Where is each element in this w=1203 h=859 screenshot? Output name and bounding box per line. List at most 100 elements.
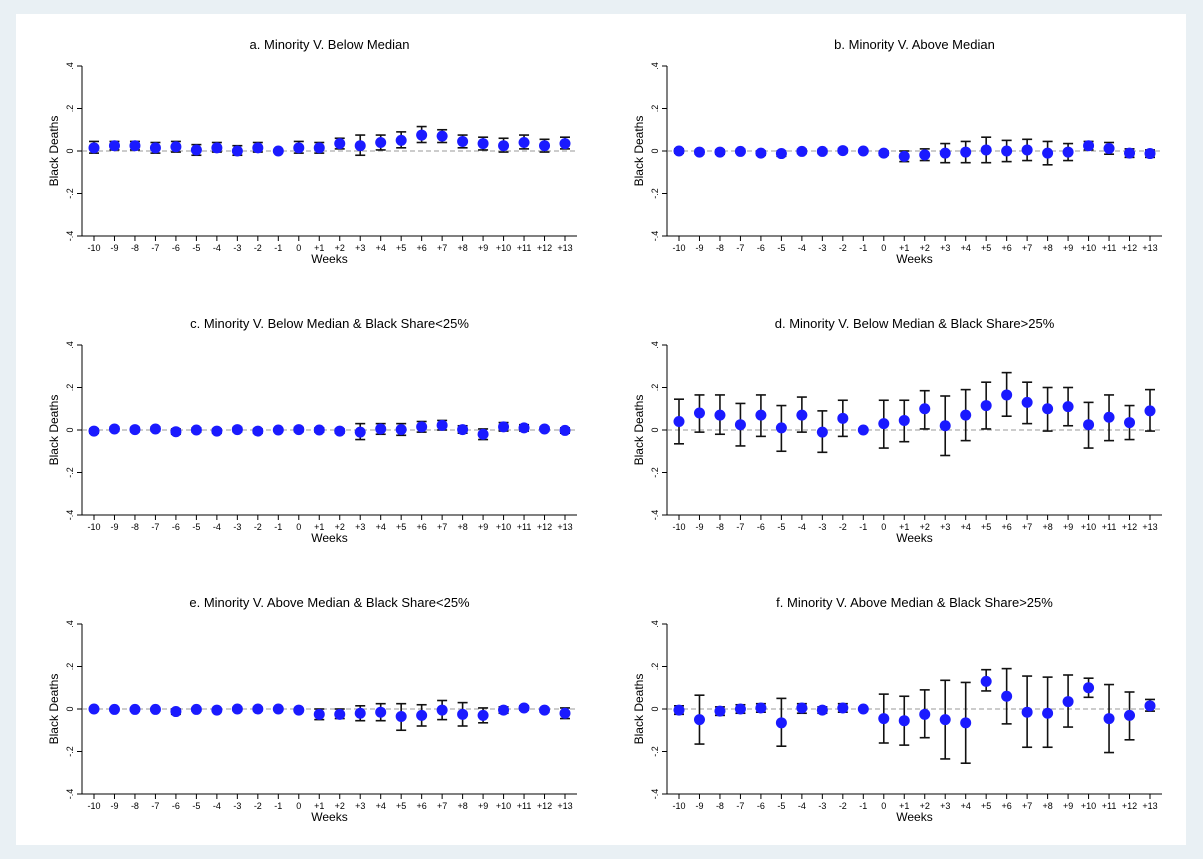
x-tick-label: +3: [355, 522, 365, 532]
data-point: [1042, 147, 1054, 159]
x-tick-label: -2: [254, 522, 262, 532]
x-tick-label: +5: [981, 243, 991, 253]
x-tick-label: -8: [131, 801, 139, 811]
x-tick-label: -5: [192, 522, 200, 532]
data-point: [170, 141, 182, 153]
data-point: [354, 140, 366, 152]
panel-b: b. Minority V. Above Median -.4 -.2 0 .2 .4 Bl…: [632, 37, 1162, 266]
x-tick-label: -4: [798, 243, 806, 253]
data-point: [559, 707, 571, 719]
y-axis-title: Black Deaths: [632, 674, 646, 745]
y-tick-label: .4: [650, 62, 660, 70]
x-tick-label: -8: [716, 522, 724, 532]
panel-e: e. Minority V. Above Median & Black Shar…: [47, 595, 577, 824]
data-point: [1083, 419, 1095, 431]
x-tick-label: -10: [87, 243, 100, 253]
data-point: [211, 425, 223, 437]
data-point: [457, 708, 469, 720]
x-axis-title: Weeks: [896, 252, 932, 266]
x-tick-label: +9: [478, 801, 488, 811]
x-tick-label: +8: [457, 801, 467, 811]
x-tick-label: -3: [233, 801, 241, 811]
data-point: [714, 705, 726, 717]
data-point: [88, 703, 100, 715]
data-point: [714, 146, 726, 158]
x-tick-label: +6: [417, 522, 427, 532]
x-tick-label: +8: [457, 522, 467, 532]
data-point: [673, 416, 685, 427]
data-point: [416, 709, 428, 721]
data-point: [375, 706, 387, 718]
data-point: [1001, 690, 1013, 702]
x-tick-label: -6: [172, 243, 180, 253]
data-point: [857, 703, 869, 715]
y-tick-label: 0: [650, 427, 660, 432]
data-point: [1021, 144, 1033, 156]
x-tick-label: -7: [736, 522, 744, 532]
x-tick-label: +8: [1042, 243, 1052, 253]
x-tick-label: -8: [131, 522, 139, 532]
data-point: [231, 145, 243, 157]
data-point: [980, 675, 992, 687]
x-tick-label: -7: [736, 801, 744, 811]
data-point: [539, 423, 551, 435]
y-tick-label: 0: [65, 148, 75, 153]
data-point: [477, 428, 489, 440]
x-tick-label: -7: [736, 243, 744, 253]
data-point: [190, 144, 202, 156]
x-tick-label: +13: [1142, 243, 1157, 253]
data-point: [734, 703, 746, 715]
x-tick-label: +13: [557, 522, 572, 532]
data-point: [775, 717, 787, 729]
data-point: [559, 424, 571, 436]
data-point: [559, 138, 571, 150]
y-tick-label: -.2: [65, 467, 75, 478]
x-tick-label: 0: [296, 801, 301, 811]
data-point: [1021, 396, 1033, 408]
data-point: [88, 142, 100, 154]
panel-title: e. Minority V. Above Median & Black Shar…: [189, 595, 470, 610]
data-point: [170, 706, 182, 718]
data-point: [190, 703, 202, 715]
data-point: [1144, 700, 1156, 712]
data-point: [898, 150, 910, 162]
x-tick-label: -7: [151, 801, 159, 811]
data-point: [939, 420, 951, 432]
x-tick-label: -6: [757, 801, 765, 811]
x-tick-label: 0: [881, 801, 886, 811]
x-tick-label: -5: [192, 243, 200, 253]
data-point: [939, 714, 951, 726]
data-point: [252, 703, 264, 715]
data-point: [436, 130, 448, 142]
data-point: [272, 424, 284, 436]
data-point: [211, 704, 223, 716]
data-point: [837, 145, 849, 157]
x-tick-label: +12: [1122, 522, 1137, 532]
x-tick-label: -3: [818, 801, 826, 811]
x-tick-label: -7: [151, 522, 159, 532]
x-tick-label: +2: [335, 522, 345, 532]
x-tick-label: +7: [1022, 801, 1032, 811]
x-tick-label: +4: [961, 243, 971, 253]
x-axis-title: Weeks: [311, 252, 347, 266]
x-tick-label: +6: [1002, 801, 1012, 811]
data-point: [878, 713, 890, 725]
data-point: [334, 708, 346, 720]
x-tick-label: -4: [213, 243, 221, 253]
x-tick-label: -6: [172, 801, 180, 811]
y-axis-title: Black Deaths: [47, 395, 61, 466]
x-tick-label: -3: [818, 522, 826, 532]
y-tick-label: 0: [650, 148, 660, 153]
data-point: [837, 412, 849, 424]
data-point: [775, 422, 787, 434]
data-point: [1144, 405, 1156, 417]
data-point: [1062, 146, 1074, 158]
x-tick-label: -4: [213, 801, 221, 811]
data-point: [149, 142, 161, 154]
data-point: [816, 145, 828, 157]
x-tick-label: -10: [672, 801, 685, 811]
data-point: [796, 145, 808, 157]
x-tick-label: -9: [695, 522, 703, 532]
data-point: [837, 702, 849, 714]
data-point: [518, 702, 530, 714]
